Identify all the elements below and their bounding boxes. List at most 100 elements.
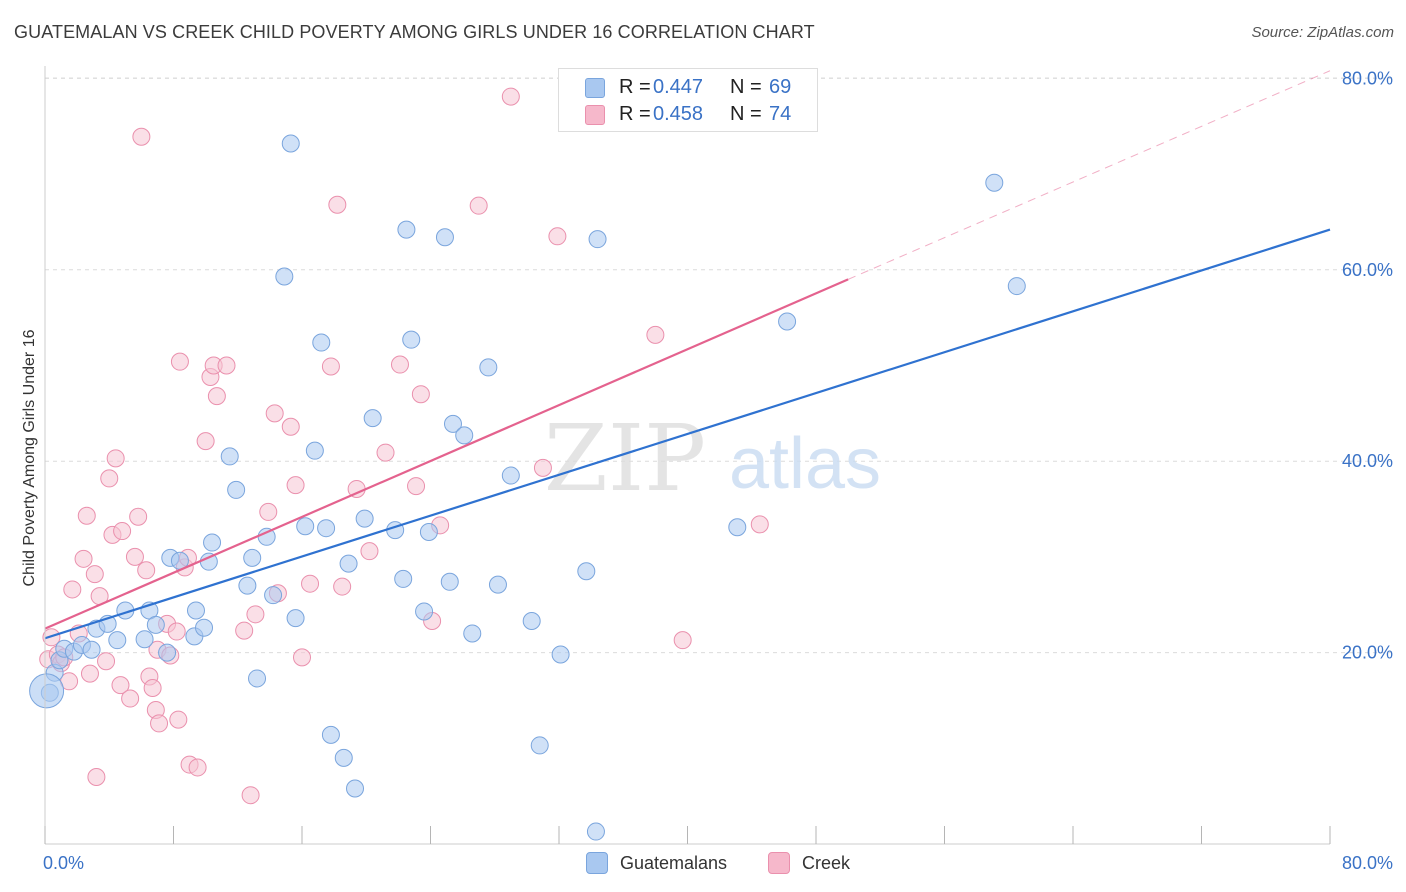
point-creek xyxy=(143,679,162,698)
point-creek xyxy=(74,549,93,568)
trend-line-creek xyxy=(44,278,849,630)
trend-lines xyxy=(44,70,1331,640)
legend-item-guatemalans[interactable]: Guatemalans xyxy=(586,852,727,874)
point-guatemalans xyxy=(455,426,474,445)
point-guatemalans xyxy=(82,640,101,659)
point-guatemalans xyxy=(108,631,127,650)
point-creek xyxy=(501,87,520,106)
point-creek xyxy=(333,577,352,596)
legend-swatch-creek xyxy=(585,105,605,125)
trend-line-guatemalans xyxy=(44,228,1331,640)
point-creek xyxy=(548,227,567,246)
point-guatemalans xyxy=(728,518,747,537)
legend-r-value: 0.447 xyxy=(653,75,704,98)
data-points xyxy=(29,87,1026,841)
chart-title: GUATEMALAN VS CREEK CHILD POVERTY AMONG … xyxy=(14,22,815,42)
point-guatemalans xyxy=(296,517,315,536)
axes xyxy=(44,66,1331,845)
y-tick-label: 60.0% xyxy=(1342,260,1393,280)
point-guatemalans xyxy=(440,572,459,591)
point-guatemalans xyxy=(275,267,294,286)
point-creek xyxy=(137,561,156,580)
point-creek xyxy=(169,710,188,729)
point-guatemalans xyxy=(551,645,570,664)
point-creek xyxy=(246,605,265,624)
point-creek xyxy=(132,127,151,146)
point-creek xyxy=(129,507,148,526)
point-creek xyxy=(80,664,99,683)
x-tick-label-min: 0.0% xyxy=(43,853,84,873)
legend-item-creek[interactable]: Creek xyxy=(768,852,850,874)
point-creek xyxy=(196,432,215,451)
point-guatemalans xyxy=(220,447,239,466)
point-creek xyxy=(265,404,284,423)
point-guatemalans xyxy=(346,779,365,798)
y-tick-label: 80.0% xyxy=(1342,68,1393,88)
point-creek xyxy=(259,502,278,521)
point-guatemalans xyxy=(286,609,305,628)
trend-line-creek-extension xyxy=(847,70,1331,280)
point-creek xyxy=(97,652,116,671)
legend-n-label: N = xyxy=(730,102,762,125)
legend-label-creek: Creek xyxy=(802,852,851,873)
tick-labels: 20.0% 40.0% 60.0% 80.0% 0.0% 80.0% xyxy=(43,68,1393,873)
point-guatemalans xyxy=(248,669,267,688)
point-guatemalans xyxy=(281,134,300,153)
point-guatemalans xyxy=(355,509,374,528)
point-creek xyxy=(235,621,254,640)
point-guatemalans xyxy=(985,173,1004,192)
point-guatemalans xyxy=(312,333,331,352)
watermark-atlas: atlas xyxy=(729,424,881,504)
point-creek xyxy=(281,417,300,436)
point-guatemalans xyxy=(443,414,462,433)
point-guatemalans xyxy=(158,643,177,662)
source-note: Source: ZipAtlas.com xyxy=(1251,24,1394,41)
point-guatemalans xyxy=(264,586,283,605)
point-guatemalans xyxy=(588,230,607,249)
point-guatemalans xyxy=(1007,277,1026,296)
point-creek xyxy=(170,352,189,371)
legend-swatch-creek xyxy=(768,852,790,874)
legend-r-label: R = xyxy=(619,75,651,98)
legend-label-guatemalans: Guatemalans xyxy=(620,852,728,873)
stats-legend: R = 0.447 N = 69 R = 0.458 N = 74 xyxy=(558,68,818,132)
x-tick-label-max: 80.0% xyxy=(1342,853,1393,873)
point-guatemalans xyxy=(419,523,438,542)
point-guatemalans xyxy=(305,441,324,460)
point-guatemalans xyxy=(394,569,413,588)
point-guatemalans xyxy=(522,612,541,631)
point-guatemalans xyxy=(339,554,358,573)
point-creek xyxy=(188,758,207,777)
point-guatemalans xyxy=(186,601,205,620)
point-creek xyxy=(77,506,96,525)
point-guatemalans xyxy=(435,228,454,247)
point-guatemalans-large xyxy=(29,673,65,709)
point-creek xyxy=(328,195,347,214)
point-creek xyxy=(167,622,186,641)
legend-swatch-guatemalans xyxy=(585,78,605,98)
point-creek xyxy=(121,689,140,708)
point-creek xyxy=(150,714,169,733)
point-creek xyxy=(207,387,226,406)
point-creek xyxy=(100,469,119,488)
y-tick-label: 20.0% xyxy=(1342,643,1393,663)
point-guatemalans xyxy=(488,575,507,594)
point-guatemalans xyxy=(586,822,605,841)
point-creek xyxy=(750,515,769,534)
legend-n-value: 74 xyxy=(769,102,792,125)
legend-swatch-guatemalans xyxy=(586,852,608,874)
point-creek xyxy=(125,547,144,566)
legend-r-value: 0.458 xyxy=(653,102,704,125)
series-legend: Guatemalans Creek xyxy=(0,852,1406,878)
point-guatemalans xyxy=(415,602,434,621)
point-creek xyxy=(106,449,125,468)
point-guatemalans xyxy=(238,576,257,595)
point-creek xyxy=(87,768,106,787)
point-guatemalans xyxy=(317,519,336,538)
point-guatemalans xyxy=(195,618,214,637)
point-guatemalans xyxy=(530,736,549,755)
point-guatemalans xyxy=(402,330,421,349)
legend-n-value: 69 xyxy=(769,75,792,98)
point-guatemalans xyxy=(479,358,498,377)
point-creek xyxy=(390,355,409,374)
